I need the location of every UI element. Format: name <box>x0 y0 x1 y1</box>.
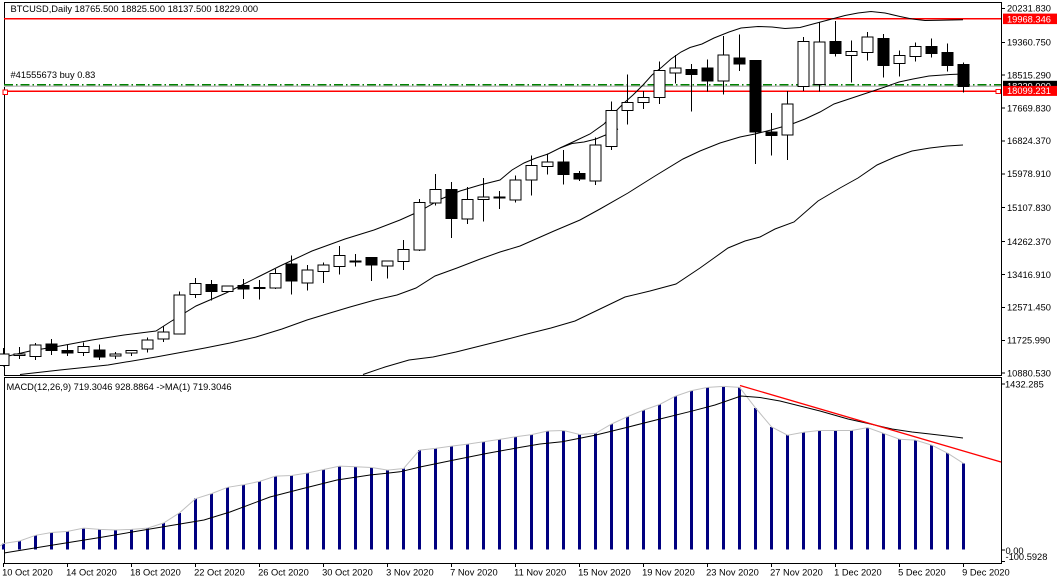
svg-text:15107.830: 15107.830 <box>1007 203 1051 213</box>
svg-text:22 Oct 2020: 22 Oct 2020 <box>194 568 245 578</box>
svg-text:15 Nov 2020: 15 Nov 2020 <box>578 568 631 578</box>
svg-text:18099.231: 18099.231 <box>1007 86 1051 96</box>
svg-text:5 Dec 2020: 5 Dec 2020 <box>898 568 946 578</box>
svg-text:19 Nov 2020: 19 Nov 2020 <box>642 568 695 578</box>
svg-text:14262.370: 14262.370 <box>1007 237 1051 247</box>
svg-text:BTCUSD,Daily 18765.500 18825.: BTCUSD,Daily 18765.500 18825.500 18137.5… <box>11 4 259 14</box>
svg-text:9 Dec 2020: 9 Dec 2020 <box>962 568 1010 578</box>
svg-text:11725.990: 11725.990 <box>1007 336 1050 346</box>
svg-text:12571.450: 12571.450 <box>1007 303 1051 313</box>
svg-text:#41555673 buy 0.83: #41555673 buy 0.83 <box>11 70 96 80</box>
svg-text:-100.5928: -100.5928 <box>1006 552 1048 562</box>
svg-text:10 Oct 2020: 10 Oct 2020 <box>2 568 53 578</box>
svg-text:0.00: 0.00 <box>1006 546 1024 556</box>
svg-text:19360.750: 19360.750 <box>1007 38 1051 48</box>
svg-text:20231.830: 20231.830 <box>1007 4 1051 14</box>
svg-text:18515.290: 18515.290 <box>1007 70 1051 80</box>
svg-text:1 Dec 2020: 1 Dec 2020 <box>834 568 882 578</box>
svg-text:7 Nov 2020: 7 Nov 2020 <box>450 568 498 578</box>
svg-text:15978.910: 15978.910 <box>1007 169 1051 179</box>
svg-text:17669.830: 17669.830 <box>1007 103 1051 113</box>
svg-text:16824.370: 16824.370 <box>1007 136 1051 146</box>
svg-text:30 Oct 2020: 30 Oct 2020 <box>322 568 373 578</box>
svg-text:18 Oct 2020: 18 Oct 2020 <box>130 568 181 578</box>
svg-text:13416.910: 13416.910 <box>1007 270 1051 280</box>
svg-text:11 Nov 2020: 11 Nov 2020 <box>514 568 566 578</box>
svg-text:27 Nov 2020: 27 Nov 2020 <box>770 568 823 578</box>
svg-text:23 Nov 2020: 23 Nov 2020 <box>706 568 759 578</box>
svg-text:10880.530: 10880.530 <box>1007 369 1051 379</box>
svg-text:19968.346: 19968.346 <box>1007 14 1051 24</box>
svg-text:1432.285: 1432.285 <box>1005 379 1044 389</box>
svg-text:MACD(12,26,9) 719.3046 928.886: MACD(12,26,9) 719.3046 928.8864 ->MA(1) … <box>7 382 232 392</box>
svg-text:26 Oct 2020: 26 Oct 2020 <box>258 568 309 578</box>
svg-text:3 Nov 2020: 3 Nov 2020 <box>386 568 434 578</box>
svg-text:14 Oct 2020: 14 Oct 2020 <box>66 568 117 578</box>
